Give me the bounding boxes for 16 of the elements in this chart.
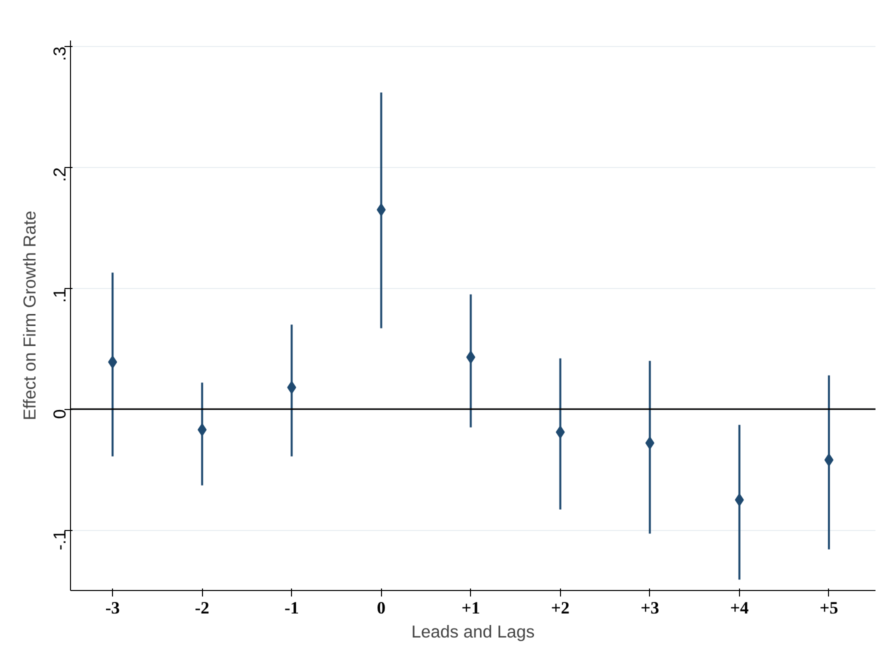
x-tick-label: +2 [551, 598, 570, 618]
x-tick-label: +4 [730, 598, 749, 618]
y-tick-label: .1 [50, 288, 70, 303]
y-tick-label: .3 [50, 46, 70, 61]
x-axis-title: Leads and Lags [411, 622, 535, 642]
x-tick-label: +1 [461, 598, 480, 618]
y-tick-label: 0 [50, 409, 70, 419]
y-tick-label: -.1 [50, 530, 70, 550]
x-tick-label: +5 [820, 598, 839, 618]
x-tick-label: -3 [105, 598, 120, 618]
y-tick-label: .2 [50, 167, 70, 182]
y-axis-title: Effect on Firm Growth Rate [20, 210, 40, 420]
x-tick-label: 0 [376, 598, 386, 618]
x-tick-label: -1 [284, 598, 299, 618]
x-tick-label: +3 [640, 598, 660, 618]
x-tick-label: -2 [194, 598, 210, 618]
